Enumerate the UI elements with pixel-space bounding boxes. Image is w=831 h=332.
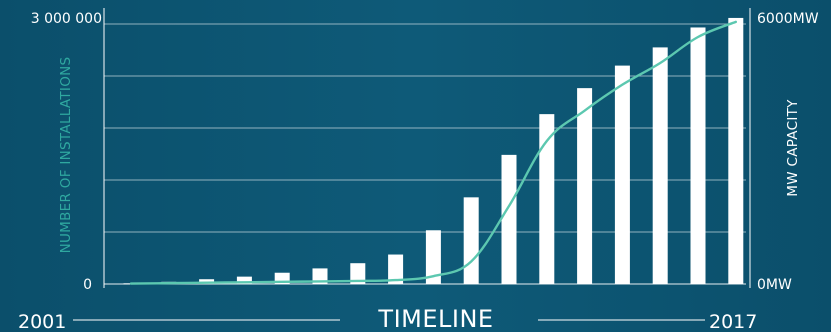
bar-2009 [425, 230, 441, 284]
bar-2010 [463, 197, 479, 284]
right-axis-min-label: 0MW [757, 277, 792, 293]
bar-2016 [690, 27, 706, 284]
timeline-end-label: 2017 [709, 311, 757, 332]
bar-2005 [274, 272, 290, 284]
timeline-title: TIMELINE [377, 305, 493, 332]
bar-2012 [539, 114, 555, 284]
bar-2017 [728, 17, 744, 285]
bar-2007 [350, 263, 366, 284]
bars-group [123, 17, 744, 285]
right-axis-title: MW CAPACITY [785, 99, 801, 197]
bar-2014 [614, 65, 630, 284]
bar-2015 [652, 47, 668, 285]
timeline-start-label: 2001 [18, 311, 66, 332]
bar-2006 [312, 268, 328, 284]
bar-2011 [501, 154, 517, 284]
left-axis-max-label: 3 000 000 [31, 11, 102, 27]
bar-2013 [577, 88, 593, 284]
right-axis-max-label: 6000MW [757, 11, 819, 27]
bar-2008 [388, 254, 404, 284]
capacity-line [129, 20, 737, 285]
bar-2004 [236, 276, 252, 284]
left-axis-title: NUMBER OF INSTALLATIONS [58, 57, 74, 254]
left-axis-min-label: 0 [83, 277, 92, 293]
